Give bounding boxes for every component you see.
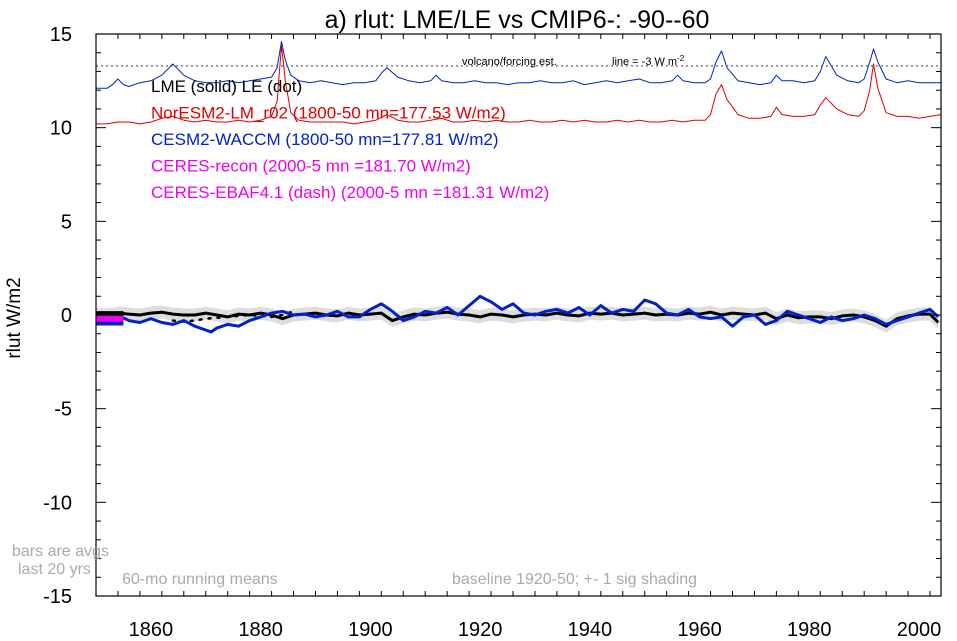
axis-ticks (95, 33, 941, 597)
x-tick-label: 1940 (568, 619, 613, 641)
legend-entry: CERES-recon (2000-5 mn =181.70 W/m2) (151, 157, 471, 176)
y-axis-label: rlut W/m2 (4, 277, 25, 358)
volcano-label: volcano/forcing est. (462, 56, 557, 68)
series-line-le (171, 310, 295, 323)
x-tick-label: 1860 (129, 619, 174, 641)
y-tick-label: 5 (61, 211, 72, 233)
y-tick-label: 0 (61, 305, 72, 327)
legend: LME (solid) LE (dot) NorESM2-LM_r02 (1800… (151, 77, 549, 202)
chart-title: a) rlut: LME/LE vs CMIP6-: -90--60 (325, 6, 710, 34)
x-tick-label: 1920 (458, 619, 503, 641)
x-tick-label: 1960 (677, 619, 722, 641)
series-line-cesm2-waccm (95, 294, 940, 334)
y-tick-label: -5 (54, 399, 72, 421)
legend-entry: CESM2-WACCM (1800-50 mn=177.81 W/m2) (151, 130, 499, 149)
y-tick-label: 10 (50, 118, 72, 140)
series-layer (95, 41, 942, 334)
bars-note-line2: last 20 yrs (18, 561, 91, 578)
x-tick-label: 1980 (787, 619, 832, 641)
legend-entry: CERES-EBAF4.1 (dash) (2000-5 mn =181.31 … (151, 183, 549, 202)
legend-entry: LME (solid) LE (dot) (151, 77, 302, 96)
x-tick-label: 1880 (238, 619, 283, 641)
running-mean-note: 60-mo running means (122, 571, 278, 588)
x-tick-label: 1900 (348, 619, 393, 641)
bars-note-line1: bars are avgs (12, 543, 109, 560)
series-line-noresm2-lm-forcing (96, 44, 942, 125)
y-tick-label: 15 (50, 24, 72, 46)
line-label: line = -3 W m-2 (612, 54, 685, 68)
axis-tick-labels: -15 -10 -5 0 5 10 15 1860 1880 1900 1920 1940 1960 19… (43, 24, 941, 641)
series-line-lme (95, 310, 940, 328)
y-tick-label: -10 (43, 492, 72, 514)
y-tick-label: -15 (43, 586, 72, 608)
legend-entry: NorESM2-LM_r02 (1800-50 mn=177.53 W/m2) (151, 104, 506, 123)
last20yr-bars (96, 311, 124, 326)
x-tick-label: 2000 (897, 619, 942, 641)
baseline-note: baseline 1920-50; +- 1 sig shading (452, 571, 697, 588)
series-line-cesm2-waccm-forcing (96, 41, 941, 89)
